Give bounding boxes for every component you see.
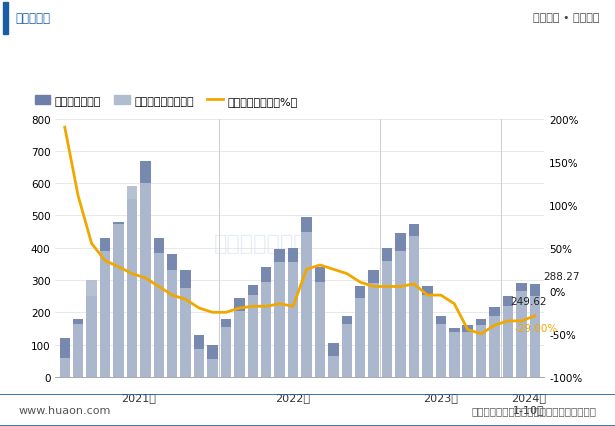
Bar [449, 332, 459, 377]
Bar [476, 319, 486, 377]
Bar [530, 284, 540, 377]
Bar [435, 324, 446, 377]
Bar [248, 295, 258, 377]
Bar [180, 271, 191, 377]
Bar [274, 250, 285, 377]
Bar [301, 218, 312, 377]
Bar [207, 345, 218, 377]
Bar [194, 335, 204, 377]
Text: -29.00%: -29.00% [515, 323, 558, 333]
Bar [328, 356, 339, 377]
Bar [382, 261, 392, 377]
Bar [435, 316, 446, 377]
FancyBboxPatch shape [3, 3, 8, 35]
Bar [490, 316, 500, 377]
Bar [462, 332, 473, 377]
Bar [207, 359, 218, 377]
Text: 2024年
1-10月: 2024年 1-10月 [510, 392, 546, 414]
Bar [516, 292, 526, 377]
Bar [73, 324, 84, 377]
Bar [261, 268, 271, 377]
Text: 数据来源：国家统计局，华经产业研究院整理: 数据来源：国家统计局，华经产业研究院整理 [472, 405, 597, 415]
Bar [154, 239, 164, 377]
Bar [288, 263, 298, 377]
Text: 2021-2024年10月宁夏回族自治区房地产商品住宅及商品住宅现房销售额: 2021-2024年10月宁夏回族自治区房地产商品住宅及商品住宅现房销售额 [140, 54, 475, 69]
Bar [140, 184, 151, 377]
Bar [530, 296, 540, 377]
Bar [127, 187, 137, 377]
Bar [409, 224, 419, 377]
Bar [368, 284, 379, 377]
Bar [422, 295, 433, 377]
Text: 专业严谨 • 客观科学: 专业严谨 • 客观科学 [533, 13, 600, 23]
Bar [355, 298, 365, 377]
Text: 2023年: 2023年 [423, 392, 458, 403]
Bar [261, 282, 271, 377]
Bar [167, 255, 178, 377]
Bar [462, 325, 473, 377]
Bar [476, 325, 486, 377]
Bar [221, 327, 231, 377]
Bar [73, 319, 84, 377]
Text: 华经产业研究院: 华经产业研究院 [214, 233, 308, 253]
Bar [100, 239, 110, 377]
Bar [315, 282, 325, 377]
Bar [395, 233, 406, 377]
Bar [60, 358, 70, 377]
Text: 249.62: 249.62 [510, 296, 547, 306]
Bar [140, 161, 151, 377]
Bar [449, 329, 459, 377]
Bar [409, 237, 419, 377]
Bar [113, 224, 124, 377]
Bar [248, 285, 258, 377]
Bar [86, 296, 97, 377]
Bar [194, 350, 204, 377]
Bar [154, 253, 164, 377]
Bar [234, 298, 245, 377]
Text: 2022年: 2022年 [276, 392, 311, 403]
Bar [395, 251, 406, 377]
Bar [368, 271, 379, 377]
Bar [86, 280, 97, 377]
Bar [221, 319, 231, 377]
Bar [180, 288, 191, 377]
Bar [274, 263, 285, 377]
Bar [113, 222, 124, 377]
Bar [167, 271, 178, 377]
Bar [100, 251, 110, 377]
Bar [328, 343, 339, 377]
Text: 288.27: 288.27 [543, 271, 579, 281]
Bar [490, 308, 500, 377]
Bar [341, 316, 352, 377]
Bar [503, 306, 514, 377]
Text: 华经情报网: 华经情报网 [15, 12, 50, 25]
Bar [503, 296, 514, 377]
Text: www.huaon.com: www.huaon.com [18, 405, 111, 415]
Bar [382, 248, 392, 377]
Bar [234, 311, 245, 377]
Bar [60, 338, 70, 377]
Bar [301, 232, 312, 377]
Bar [288, 248, 298, 377]
Bar [422, 287, 433, 377]
Bar [355, 287, 365, 377]
Legend: 商品房（亿元）, 商品房住宅（亿元）, 商品房销售增速（%）: 商品房（亿元）, 商品房住宅（亿元）, 商品房销售增速（%） [30, 92, 302, 111]
Bar [516, 284, 526, 377]
Bar [341, 324, 352, 377]
Bar [315, 268, 325, 377]
Bar [127, 200, 137, 377]
Text: 2021年: 2021年 [121, 392, 156, 403]
